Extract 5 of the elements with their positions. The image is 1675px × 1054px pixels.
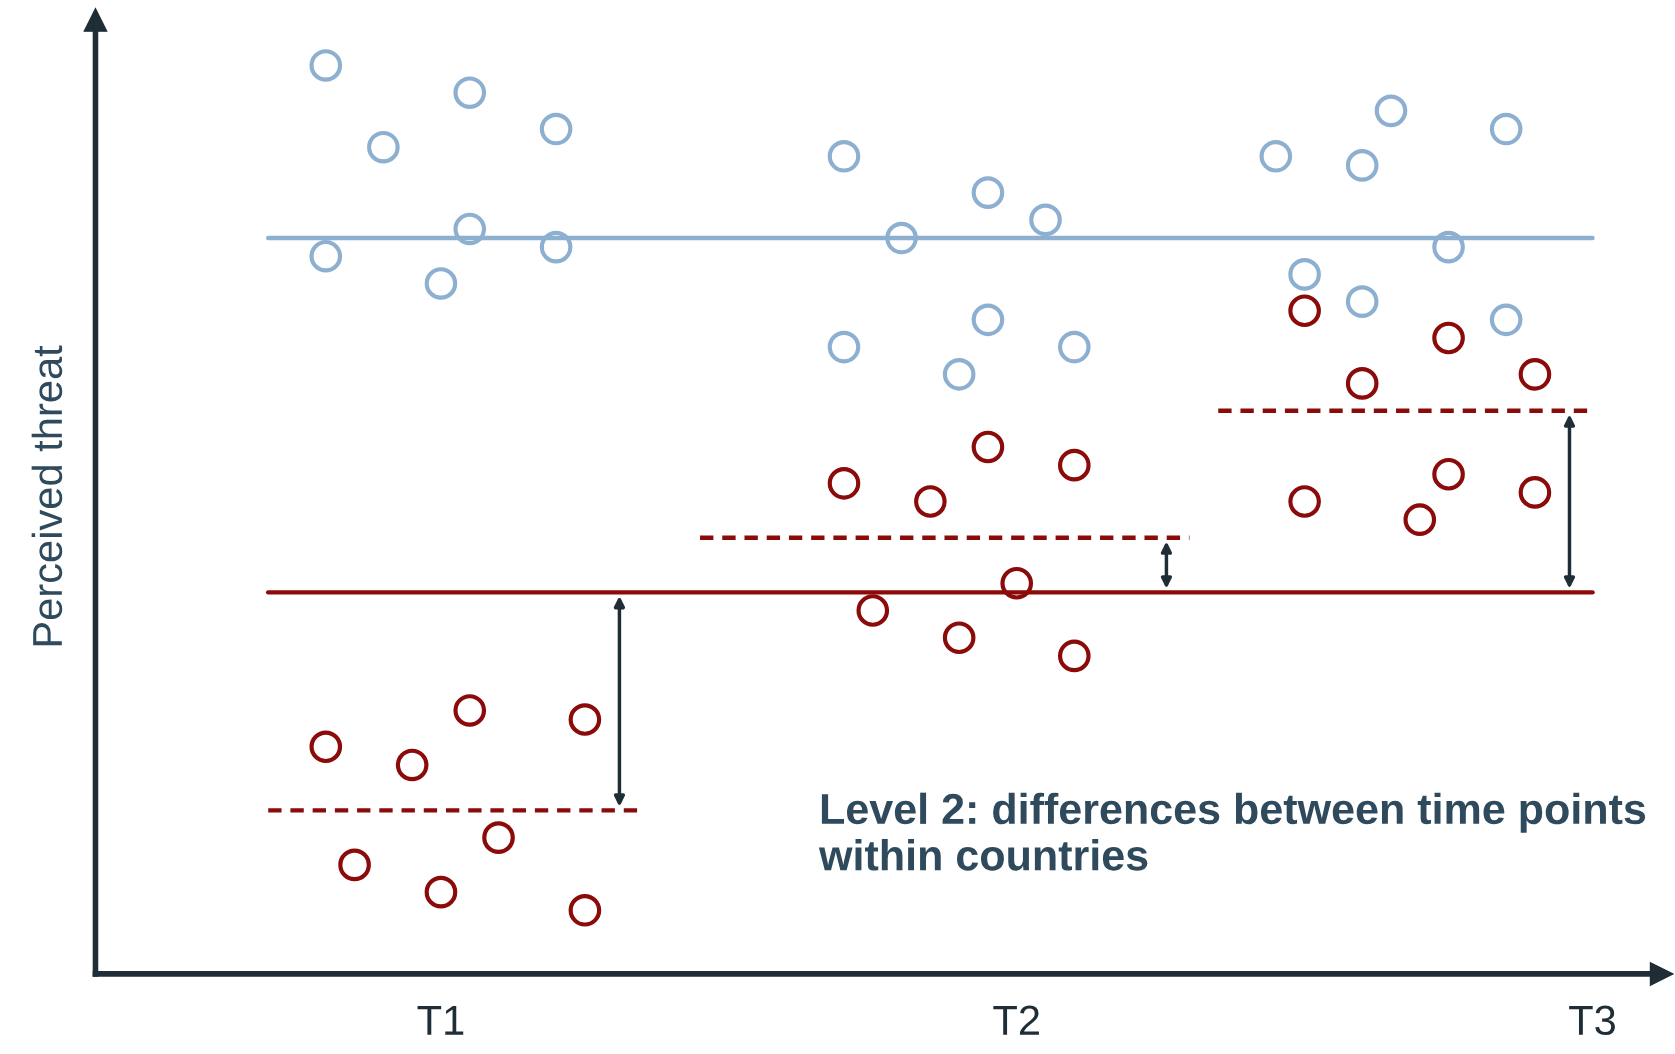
x-tick-label: T3 (1569, 1005, 1615, 1036)
annotation: Level 2: differences between time points within countries (818, 792, 1646, 871)
y-axis-title: Perceived threat (31, 345, 63, 646)
x-tick-label: T1 (417, 1005, 464, 1035)
x-tick-label: T2 (993, 1005, 1039, 1035)
